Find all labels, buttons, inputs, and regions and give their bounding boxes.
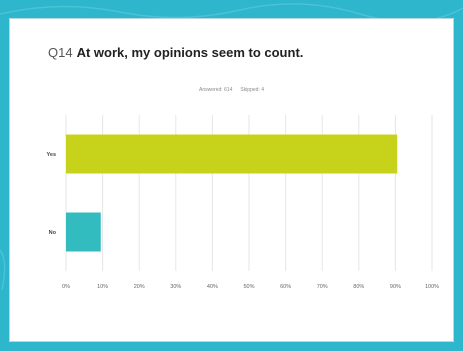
x-tick-label: 100% [425,284,439,290]
survey-card [9,18,454,342]
x-tick-label: 70% [317,284,328,290]
x-tick-label: 80% [353,284,364,290]
x-tick-label: 10% [97,284,108,290]
x-tick-label: 50% [243,284,254,290]
x-tick-label: 90% [390,284,401,290]
skipped-count: Skipped: 4 [240,87,264,93]
question-number: Q14 [48,45,73,60]
category-label: Yes [47,152,56,158]
x-tick-label: 20% [134,284,145,290]
bar-no [66,212,101,252]
question-title: Q14 At work, my opinions seem to count. [48,45,303,60]
x-tick-label: 0% [62,284,70,290]
bar-yes [66,134,398,174]
x-tick-label: 60% [280,284,291,290]
answered-count: Answered: 614 [199,87,233,93]
question-text: At work, my opinions seem to count. [76,45,304,60]
category-label: No [49,230,57,236]
x-tick-label: 30% [170,284,181,290]
x-tick-label: 40% [207,284,218,290]
response-meta: Answered: 614 Skipped: 4 [0,87,463,93]
